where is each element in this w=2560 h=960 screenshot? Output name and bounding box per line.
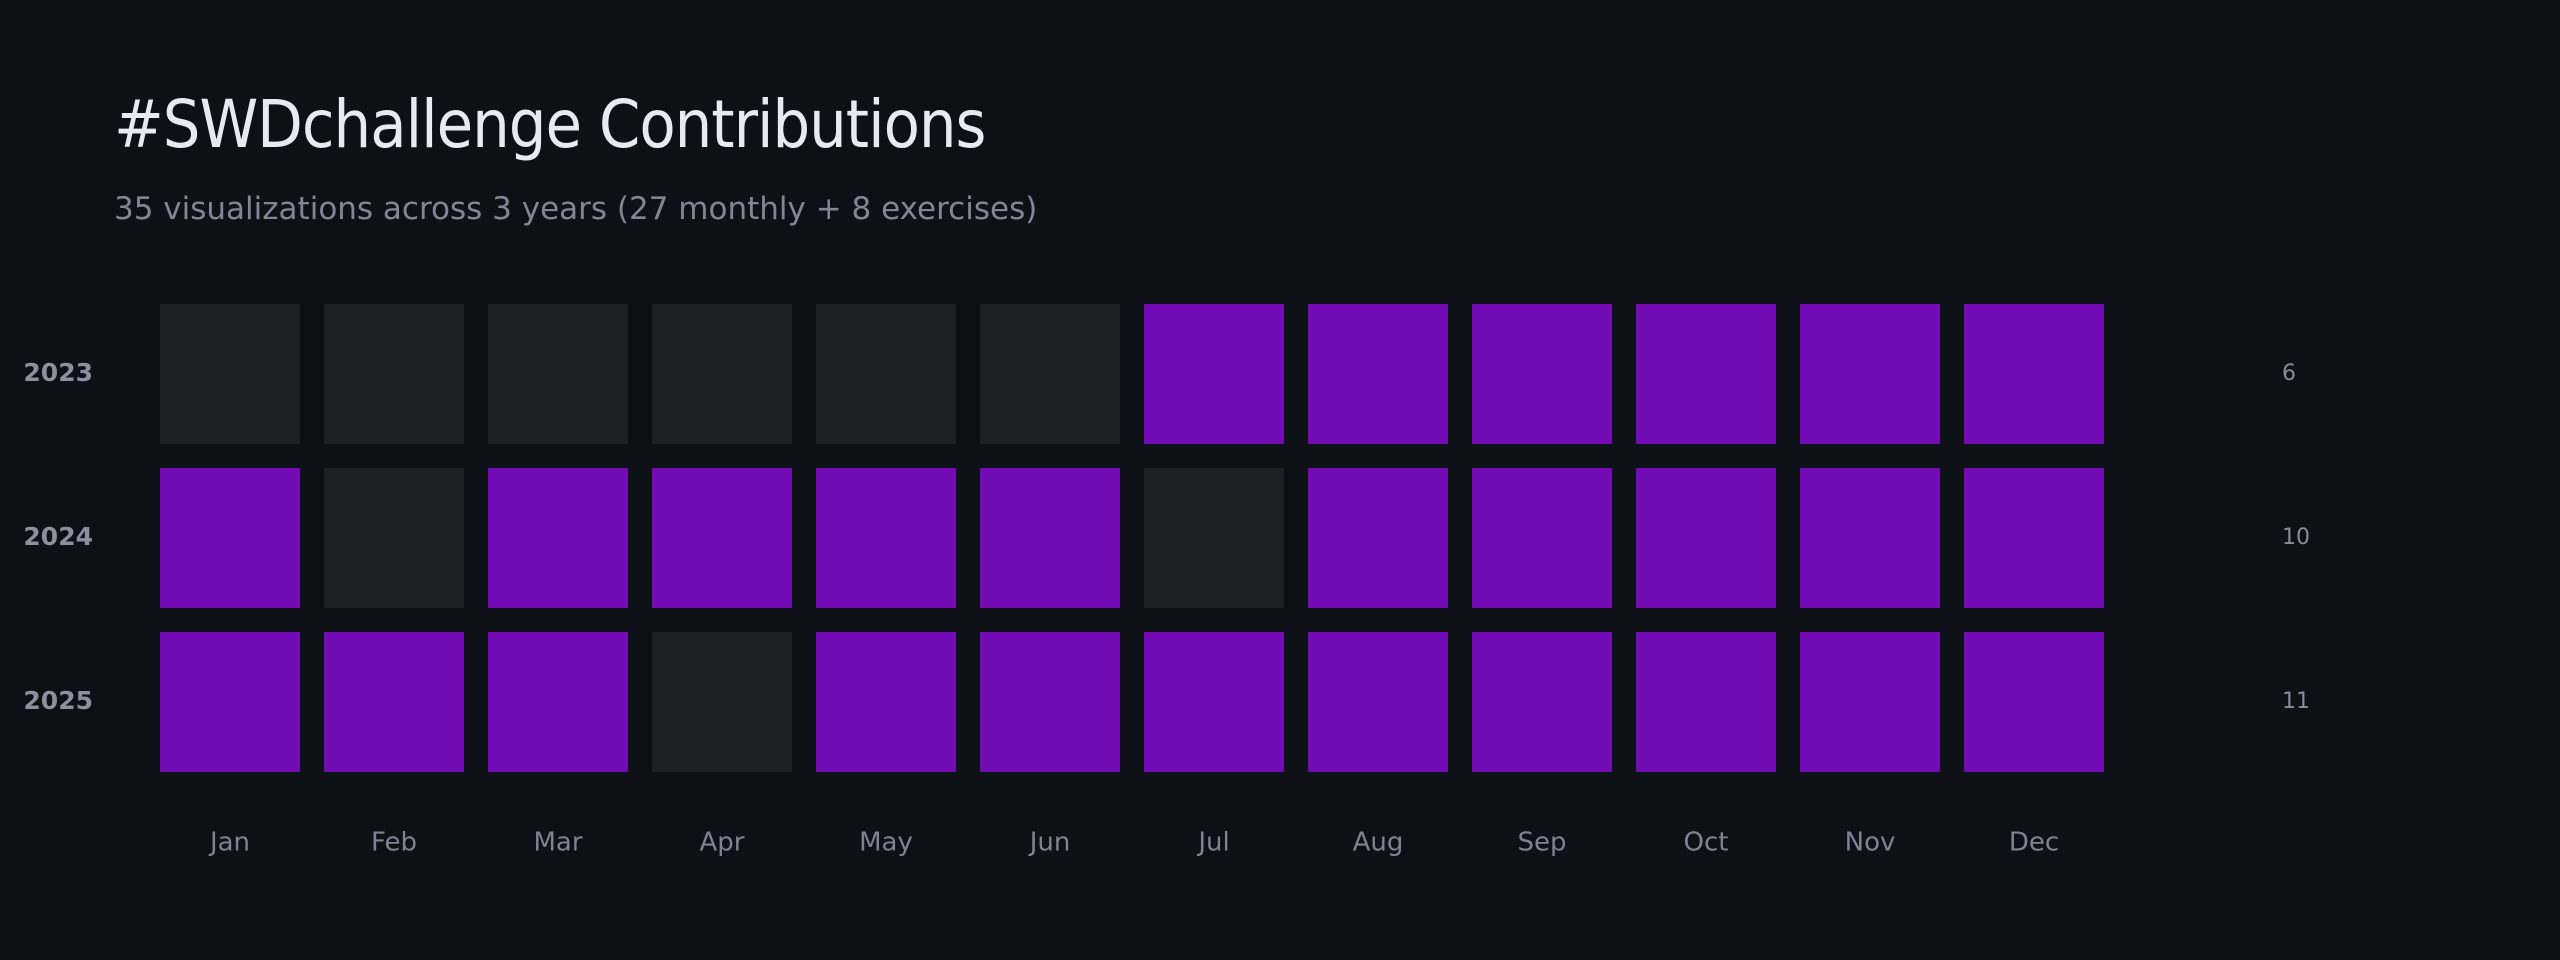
month-label-aug: Aug bbox=[1353, 828, 1404, 858]
heatmap-cell-2024-feb bbox=[324, 468, 464, 608]
chart-subtitle: 35 visualizations across 3 years (27 mon… bbox=[114, 191, 1038, 227]
month-label-dec: Dec bbox=[2009, 828, 2059, 858]
heatmap-cell-2025-feb bbox=[324, 632, 464, 772]
heatmap-cell-2024-dec bbox=[1964, 468, 2104, 608]
month-label-apr: Apr bbox=[700, 828, 745, 858]
heatmap-cell-2024-sep bbox=[1472, 468, 1612, 608]
row-total-2025: 11 bbox=[2282, 689, 2310, 714]
heatmap-cell-2025-nov bbox=[1800, 632, 1940, 772]
month-label-jan: Jan bbox=[208, 828, 250, 858]
heatmap-cell-2023-nov bbox=[1800, 304, 1940, 444]
heatmap-cell-2025-jun bbox=[980, 632, 1120, 772]
heatmap-cell-2025-jul bbox=[1144, 632, 1284, 772]
month-label-jun: Jun bbox=[1028, 828, 1071, 858]
month-label-oct: Oct bbox=[1684, 828, 1729, 858]
heatmap-cell-2023-feb bbox=[324, 304, 464, 444]
year-label-2024: 2024 bbox=[23, 522, 93, 551]
row-total-2024: 10 bbox=[2282, 525, 2310, 550]
heatmap-cell-2025-dec bbox=[1964, 632, 2104, 772]
heatmap-cell-2024-jun bbox=[980, 468, 1120, 608]
heatmap-cell-2023-mar bbox=[488, 304, 628, 444]
heatmap-cell-2024-aug bbox=[1308, 468, 1448, 608]
heatmap-cell-2025-oct bbox=[1636, 632, 1776, 772]
heatmap-cell-2024-may bbox=[816, 468, 956, 608]
heatmap-cell-2023-jun bbox=[980, 304, 1120, 444]
heatmap-cell-2024-apr bbox=[652, 468, 792, 608]
month-label-may: May bbox=[859, 828, 913, 858]
month-label-nov: Nov bbox=[1845, 828, 1896, 858]
heatmap-cell-2023-apr bbox=[652, 304, 792, 444]
heatmap-cell-2024-mar bbox=[488, 468, 628, 608]
year-label-2023: 2023 bbox=[23, 358, 93, 387]
year-label-2025: 2025 bbox=[23, 686, 93, 715]
heatmap-cell-2025-apr bbox=[652, 632, 792, 772]
heatmap-cell-2023-aug bbox=[1308, 304, 1448, 444]
heatmap-cell-2023-sep bbox=[1472, 304, 1612, 444]
heatmap-cell-2023-may bbox=[816, 304, 956, 444]
month-label-sep: Sep bbox=[1517, 828, 1566, 858]
month-label-mar: Mar bbox=[533, 828, 582, 858]
chart-title: #SWDchallenge Contributions bbox=[114, 86, 986, 163]
heatmap-cell-2025-may bbox=[816, 632, 956, 772]
heatmap-cell-2025-sep bbox=[1472, 632, 1612, 772]
month-label-feb: Feb bbox=[371, 828, 417, 858]
heatmap-cell-2024-jul bbox=[1144, 468, 1284, 608]
row-total-2023: 6 bbox=[2282, 361, 2296, 386]
heatmap-cell-2024-oct bbox=[1636, 468, 1776, 608]
heatmap-cell-2023-dec bbox=[1964, 304, 2104, 444]
heatmap-cell-2023-jan bbox=[160, 304, 300, 444]
heatmap-cell-2024-jan bbox=[160, 468, 300, 608]
heatmap-cell-2023-jul bbox=[1144, 304, 1284, 444]
heatmap-cell-2025-mar bbox=[488, 632, 628, 772]
heatmap-cell-2024-nov bbox=[1800, 468, 1940, 608]
heatmap-cell-2025-aug bbox=[1308, 632, 1448, 772]
month-label-jul: Jul bbox=[1196, 828, 1229, 858]
heatmap-cell-2023-oct bbox=[1636, 304, 1776, 444]
heatmap-cell-2025-jan bbox=[160, 632, 300, 772]
